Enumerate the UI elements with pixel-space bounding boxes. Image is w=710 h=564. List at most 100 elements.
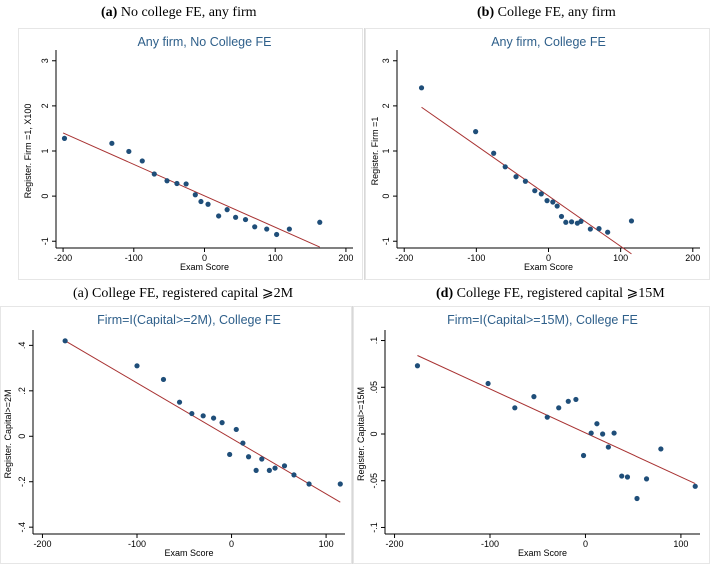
- chart-a-point: [139, 158, 145, 164]
- chart-b-point: [554, 203, 560, 209]
- chart-c-point: [291, 472, 297, 478]
- chart-b-y-tick-label: 2: [381, 103, 391, 108]
- chart-c-point: [200, 413, 206, 419]
- chart-d-fit-line: [417, 355, 696, 484]
- chart-b-point: [491, 150, 497, 156]
- chart-d-x-tick-label: -200: [386, 539, 404, 549]
- chart-a-point: [274, 231, 280, 238]
- chart-d-y-label: Register. Capital>=15M: [356, 387, 366, 481]
- chart-c-point: [240, 440, 246, 446]
- chart-c-x-tick-label: -100: [128, 539, 146, 549]
- chart-a-y-tick-label: 0: [40, 194, 50, 199]
- chart-b-point: [513, 174, 519, 180]
- chart-a-y-tick-label: 1: [40, 148, 50, 153]
- chart-a-x-tick-label: -100: [125, 253, 143, 263]
- chart-c-point: [266, 467, 272, 473]
- chart-d-point: [611, 430, 617, 436]
- chart-c-point: [219, 420, 225, 426]
- chart-d-title: Firm=I(Capital>=15M), College FE: [447, 313, 638, 327]
- chart-b-point: [538, 191, 544, 197]
- chart-b-point: [568, 219, 575, 225]
- chart-d-point: [619, 473, 625, 479]
- chart-a-point: [151, 171, 157, 177]
- chart-b-point: [522, 178, 529, 184]
- chart-a-y-tick-label: -1: [40, 237, 50, 245]
- chart-d-y-tick-label: .1: [369, 337, 379, 345]
- chart-a-x-tick-label: 100: [268, 253, 283, 263]
- chart-c-y-tick-label: .4: [17, 342, 27, 350]
- divider-top-vertical: [364, 28, 365, 280]
- caption-c-tag: (a): [73, 286, 89, 301]
- chart-d-y-tick-label: -.1: [369, 522, 379, 533]
- panel-b: Any firm, College FE -200 -100 0 100 200 -1 0 1 2…: [365, 28, 710, 280]
- chart-a-point: [286, 226, 292, 232]
- chart-d-y-tick-label: -.05: [369, 473, 379, 489]
- chart-d-point: [605, 444, 611, 450]
- chart-d-point: [556, 405, 562, 411]
- chart-b-point: [550, 199, 556, 205]
- chart-c-x-tick-label: -200: [33, 539, 51, 549]
- chart-c-x-tick-label: 100: [319, 539, 334, 549]
- chart-c-y-label: Register. Capital>=2M: [3, 389, 13, 478]
- chart-b-point: [563, 219, 569, 225]
- chart-a-point: [183, 181, 189, 187]
- chart-a-point: [164, 178, 170, 184]
- chart-d-point: [580, 452, 587, 459]
- chart-b-point: [473, 129, 479, 135]
- chart-c-fit-line: [64, 340, 341, 503]
- chart-a-point: [233, 214, 239, 220]
- chart-a-point: [224, 207, 230, 213]
- chart-b-point: [502, 164, 508, 170]
- chart-d-point: [624, 474, 631, 480]
- chart-b-frame: [365, 28, 710, 280]
- chart-b-y-tick-label: 1: [381, 148, 391, 153]
- chart-a-point: [61, 135, 68, 141]
- chart-c-title: Firm=I(Capital>=2M), College FE: [97, 313, 281, 327]
- chart-b-point: [605, 229, 611, 235]
- caption-b-text: College FE, any firm: [497, 5, 616, 20]
- chart-d-x-tick-label: -100: [481, 539, 499, 549]
- chart-d-point: [565, 398, 571, 404]
- chart-b-point: [544, 198, 550, 204]
- chart-b-x-tick-label: 200: [685, 253, 700, 263]
- chart-a-point: [205, 201, 211, 207]
- caption-c: (a) College FE, registered capital ⩾2M: [73, 285, 293, 302]
- chart-c-y-tick-label: -.4: [17, 522, 27, 533]
- chart-d-point: [634, 495, 640, 502]
- chart-c-point: [210, 415, 217, 421]
- chart-d-x-label: Exam Score: [518, 548, 567, 558]
- chart-a-title: Any firm, No College FE: [137, 35, 271, 49]
- chart-b-point: [596, 226, 602, 232]
- chart-d-frame: [353, 306, 710, 564]
- chart-a-point: [174, 180, 180, 187]
- chart-a-y-tick-label: 2: [40, 103, 50, 108]
- chart-a-fit-line: [62, 132, 320, 248]
- chart-c-frame: [0, 306, 352, 564]
- chart-c-point: [337, 481, 343, 487]
- chart-a-y-label: Register. Firm =1, X100: [23, 104, 33, 199]
- chart-a-point: [216, 213, 222, 219]
- chart-a-x-tick-label: 0: [202, 253, 207, 263]
- chart-b-point: [532, 188, 538, 194]
- chart-b-y-tick-label: 3: [381, 58, 391, 63]
- chart-b-point: [628, 218, 635, 224]
- chart-a-x-tick-label: 200: [338, 253, 353, 263]
- caption-a: (a) No college FE, any firm: [101, 5, 257, 21]
- chart-d-point: [600, 431, 606, 437]
- chart-b-point: [558, 213, 565, 220]
- chart-a-point: [126, 148, 132, 155]
- caption-a-tag: (a): [101, 5, 118, 20]
- chart-a-point: [242, 216, 249, 223]
- chart-a-point: [317, 219, 323, 225]
- chart-d-point: [544, 414, 550, 420]
- chart-c-point: [306, 481, 312, 487]
- chart-c-point: [233, 426, 239, 433]
- chart-c-y-tick-label: -.2: [17, 476, 27, 487]
- chart-b-y-tick-label: 0: [381, 194, 391, 199]
- chart-a-y-tick-label: 3: [40, 58, 50, 63]
- panel-a: Any firm, No College FE -200 -100 0 100 200 -1…: [18, 28, 363, 280]
- panel-c: Firm=I(Capital>=2M), College FE -200 -100 0…: [0, 306, 352, 564]
- caption-d-tag: (d): [436, 286, 454, 301]
- chart-b-y-label: Register. Firm =1: [370, 117, 380, 186]
- chart-d-point: [692, 483, 698, 489]
